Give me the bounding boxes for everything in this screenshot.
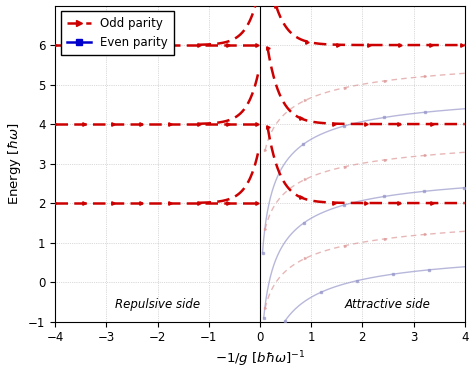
Text: Attractive side: Attractive side — [345, 297, 431, 310]
X-axis label: $-1/g\ [b\hbar\omega]^{-1}$: $-1/g\ [b\hbar\omega]^{-1}$ — [215, 350, 305, 369]
Legend: Odd parity, Even parity: Odd parity, Even parity — [61, 12, 174, 55]
Y-axis label: Energy $[\hbar\omega]$: Energy $[\hbar\omega]$ — [6, 122, 23, 205]
Text: Repulsive side: Repulsive side — [115, 297, 200, 310]
